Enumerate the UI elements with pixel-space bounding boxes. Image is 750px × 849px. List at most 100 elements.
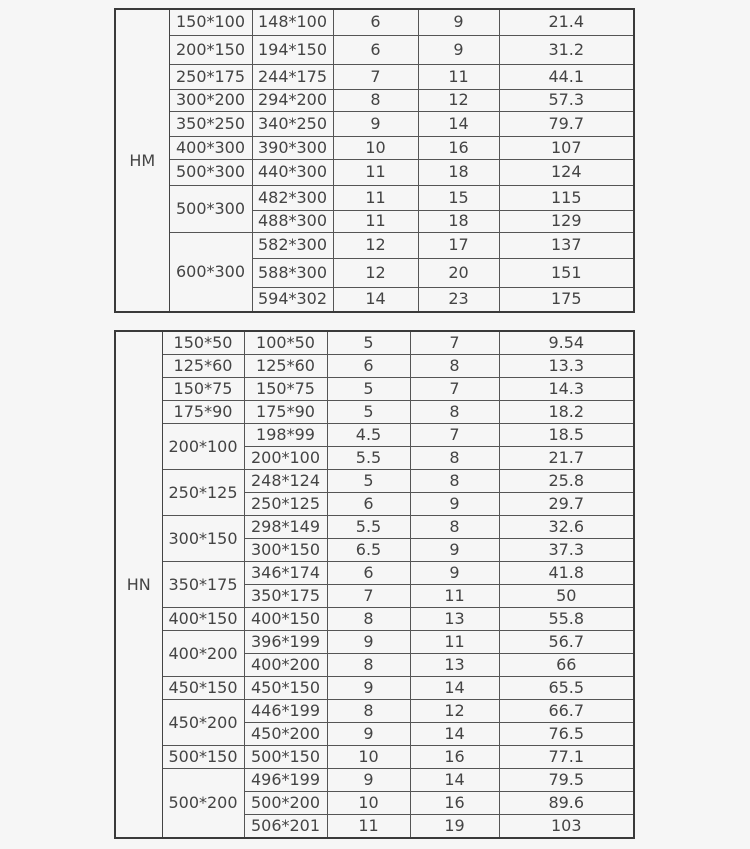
web-thickness-cell: 6 <box>332 34 419 65</box>
actual-size-cell: 594*302 <box>251 286 334 313</box>
series-label: HN <box>114 330 163 839</box>
weight-cell: 124 <box>498 158 635 186</box>
series-label: HM <box>114 8 170 313</box>
flange-thickness-cell: 19 <box>409 814 500 839</box>
web-thickness-cell: 7 <box>332 63 419 90</box>
weight-cell: 66 <box>498 653 635 677</box>
table-row: 350*175 7 11 50 <box>115 584 635 608</box>
flange-thickness-cell: 18 <box>417 209 500 233</box>
flange-thickness-cell: 20 <box>417 257 500 288</box>
flange-thickness-cell: 23 <box>417 286 500 313</box>
web-thickness-cell: 9 <box>326 768 411 792</box>
weight-cell: 37.3 <box>498 538 635 562</box>
flange-thickness-cell: 18 <box>417 158 500 186</box>
web-thickness-cell: 11 <box>332 209 419 233</box>
table-row: 200*150 194*150 6 9 31.2 <box>115 34 635 65</box>
nominal-size-cell: 200*100 <box>161 423 245 470</box>
web-thickness-cell: 5 <box>326 400 411 424</box>
nominal-size-cell: 250*175 <box>168 63 253 90</box>
table-row: 450*200 446*199 8 12 66.7 <box>115 699 635 746</box>
actual-size-cell: 294*200 <box>251 88 334 112</box>
flange-thickness-cell: 14 <box>409 676 500 700</box>
actual-size-cell: 150*75 <box>243 377 328 401</box>
actual-size-cell: 582*300 <box>251 231 334 259</box>
flange-thickness-cell: 8 <box>409 515 500 539</box>
weight-cell: 25.8 <box>498 469 635 493</box>
web-thickness-cell: 9 <box>326 676 411 700</box>
nominal-size-cell: 200*150 <box>168 34 253 65</box>
actual-size-cell: 346*174 <box>243 561 328 585</box>
table-row: 400*150 400*150 8 13 55.8 <box>115 607 635 631</box>
nominal-size-cell: 350*175 <box>161 561 245 608</box>
actual-size-cell: 340*250 <box>251 110 334 137</box>
weight-cell: 107 <box>498 135 635 160</box>
nominal-size-cell: 150*50 <box>161 330 245 355</box>
web-thickness-cell: 5 <box>326 330 411 355</box>
nominal-size-cell: 250*125 <box>161 469 245 516</box>
nominal-size-cell: 450*200 <box>161 699 245 746</box>
web-thickness-cell: 10 <box>332 135 419 160</box>
flange-thickness-cell: 8 <box>409 354 500 378</box>
flange-thickness-cell: 11 <box>409 584 500 608</box>
web-thickness-cell: 5 <box>326 377 411 401</box>
weight-cell: 151 <box>498 257 635 288</box>
weight-cell: 89.6 <box>498 791 635 815</box>
actual-size-cell: 446*199 <box>243 699 328 723</box>
table-row: 250*125 6 9 29.7 <box>115 492 635 516</box>
table-row: 500*300 440*300 11 18 124 <box>115 158 635 186</box>
flange-thickness-cell: 16 <box>409 791 500 815</box>
web-thickness-cell: 6 <box>326 561 411 585</box>
flange-thickness-cell: 8 <box>409 400 500 424</box>
actual-size-cell: 250*125 <box>243 492 328 516</box>
web-thickness-cell: 5.5 <box>326 446 411 470</box>
weight-cell: 21.4 <box>498 8 635 36</box>
nominal-size-cell: 500*150 <box>161 745 245 769</box>
actual-size-cell: 148*100 <box>251 8 334 36</box>
web-thickness-cell: 6 <box>326 492 411 516</box>
web-thickness-cell: 11 <box>326 814 411 839</box>
actual-size-cell: 450*150 <box>243 676 328 700</box>
web-thickness-cell: 7 <box>326 584 411 608</box>
weight-cell: 32.6 <box>498 515 635 539</box>
flange-thickness-cell: 12 <box>409 699 500 723</box>
actual-size-cell: 350*175 <box>243 584 328 608</box>
hn-spec-table: HN 150*50 100*50 5 7 9.54 125*60 125*60 6 8 13.3 15… <box>114 330 635 839</box>
flange-thickness-cell: 14 <box>409 722 500 746</box>
table-row: 350*250 340*250 9 14 79.7 <box>115 110 635 137</box>
flange-thickness-cell: 15 <box>417 184 500 211</box>
actual-size-cell: 248*124 <box>243 469 328 493</box>
table-row: 350*175 346*174 6 9 41.8 <box>115 561 635 608</box>
web-thickness-cell: 8 <box>332 88 419 112</box>
nominal-size-cell: 450*150 <box>161 676 245 700</box>
actual-size-cell: 400*150 <box>243 607 328 631</box>
table-row: 450*200 9 14 76.5 <box>115 722 635 746</box>
flange-thickness-cell: 11 <box>409 630 500 654</box>
web-thickness-cell: 10 <box>326 745 411 769</box>
actual-size-cell: 175*90 <box>243 400 328 424</box>
weight-cell: 129 <box>498 209 635 233</box>
actual-size-cell: 100*50 <box>243 330 328 355</box>
table-row: 500*200 496*199 9 14 79.5 <box>115 768 635 839</box>
hm-spec-table: HM 150*100 148*100 6 9 21.4 200*150 194*150 6 9 31… <box>114 8 635 313</box>
web-thickness-cell: 8 <box>326 653 411 677</box>
web-thickness-cell: 6 <box>332 8 419 36</box>
weight-cell: 175 <box>498 286 635 313</box>
table-row: 400*200 8 13 66 <box>115 653 635 677</box>
weight-cell: 31.2 <box>498 34 635 65</box>
actual-size-cell: 440*300 <box>251 158 334 186</box>
table-row: 500*150 500*150 10 16 77.1 <box>115 745 635 769</box>
nominal-size-cell: 400*300 <box>168 135 253 160</box>
flange-thickness-cell: 17 <box>417 231 500 259</box>
weight-cell: 76.5 <box>498 722 635 746</box>
table-row: 400*300 390*300 10 16 107 <box>115 135 635 160</box>
actual-size-cell: 244*175 <box>251 63 334 90</box>
flange-thickness-cell: 14 <box>409 768 500 792</box>
weight-cell: 21.7 <box>498 446 635 470</box>
table-row: 500*200 10 16 89.6 <box>115 791 635 815</box>
web-thickness-cell: 8 <box>326 607 411 631</box>
flange-thickness-cell: 7 <box>409 330 500 355</box>
web-thickness-cell: 5.5 <box>326 515 411 539</box>
flange-thickness-cell: 11 <box>417 63 500 90</box>
actual-size-cell: 390*300 <box>251 135 334 160</box>
flange-thickness-cell: 9 <box>409 561 500 585</box>
